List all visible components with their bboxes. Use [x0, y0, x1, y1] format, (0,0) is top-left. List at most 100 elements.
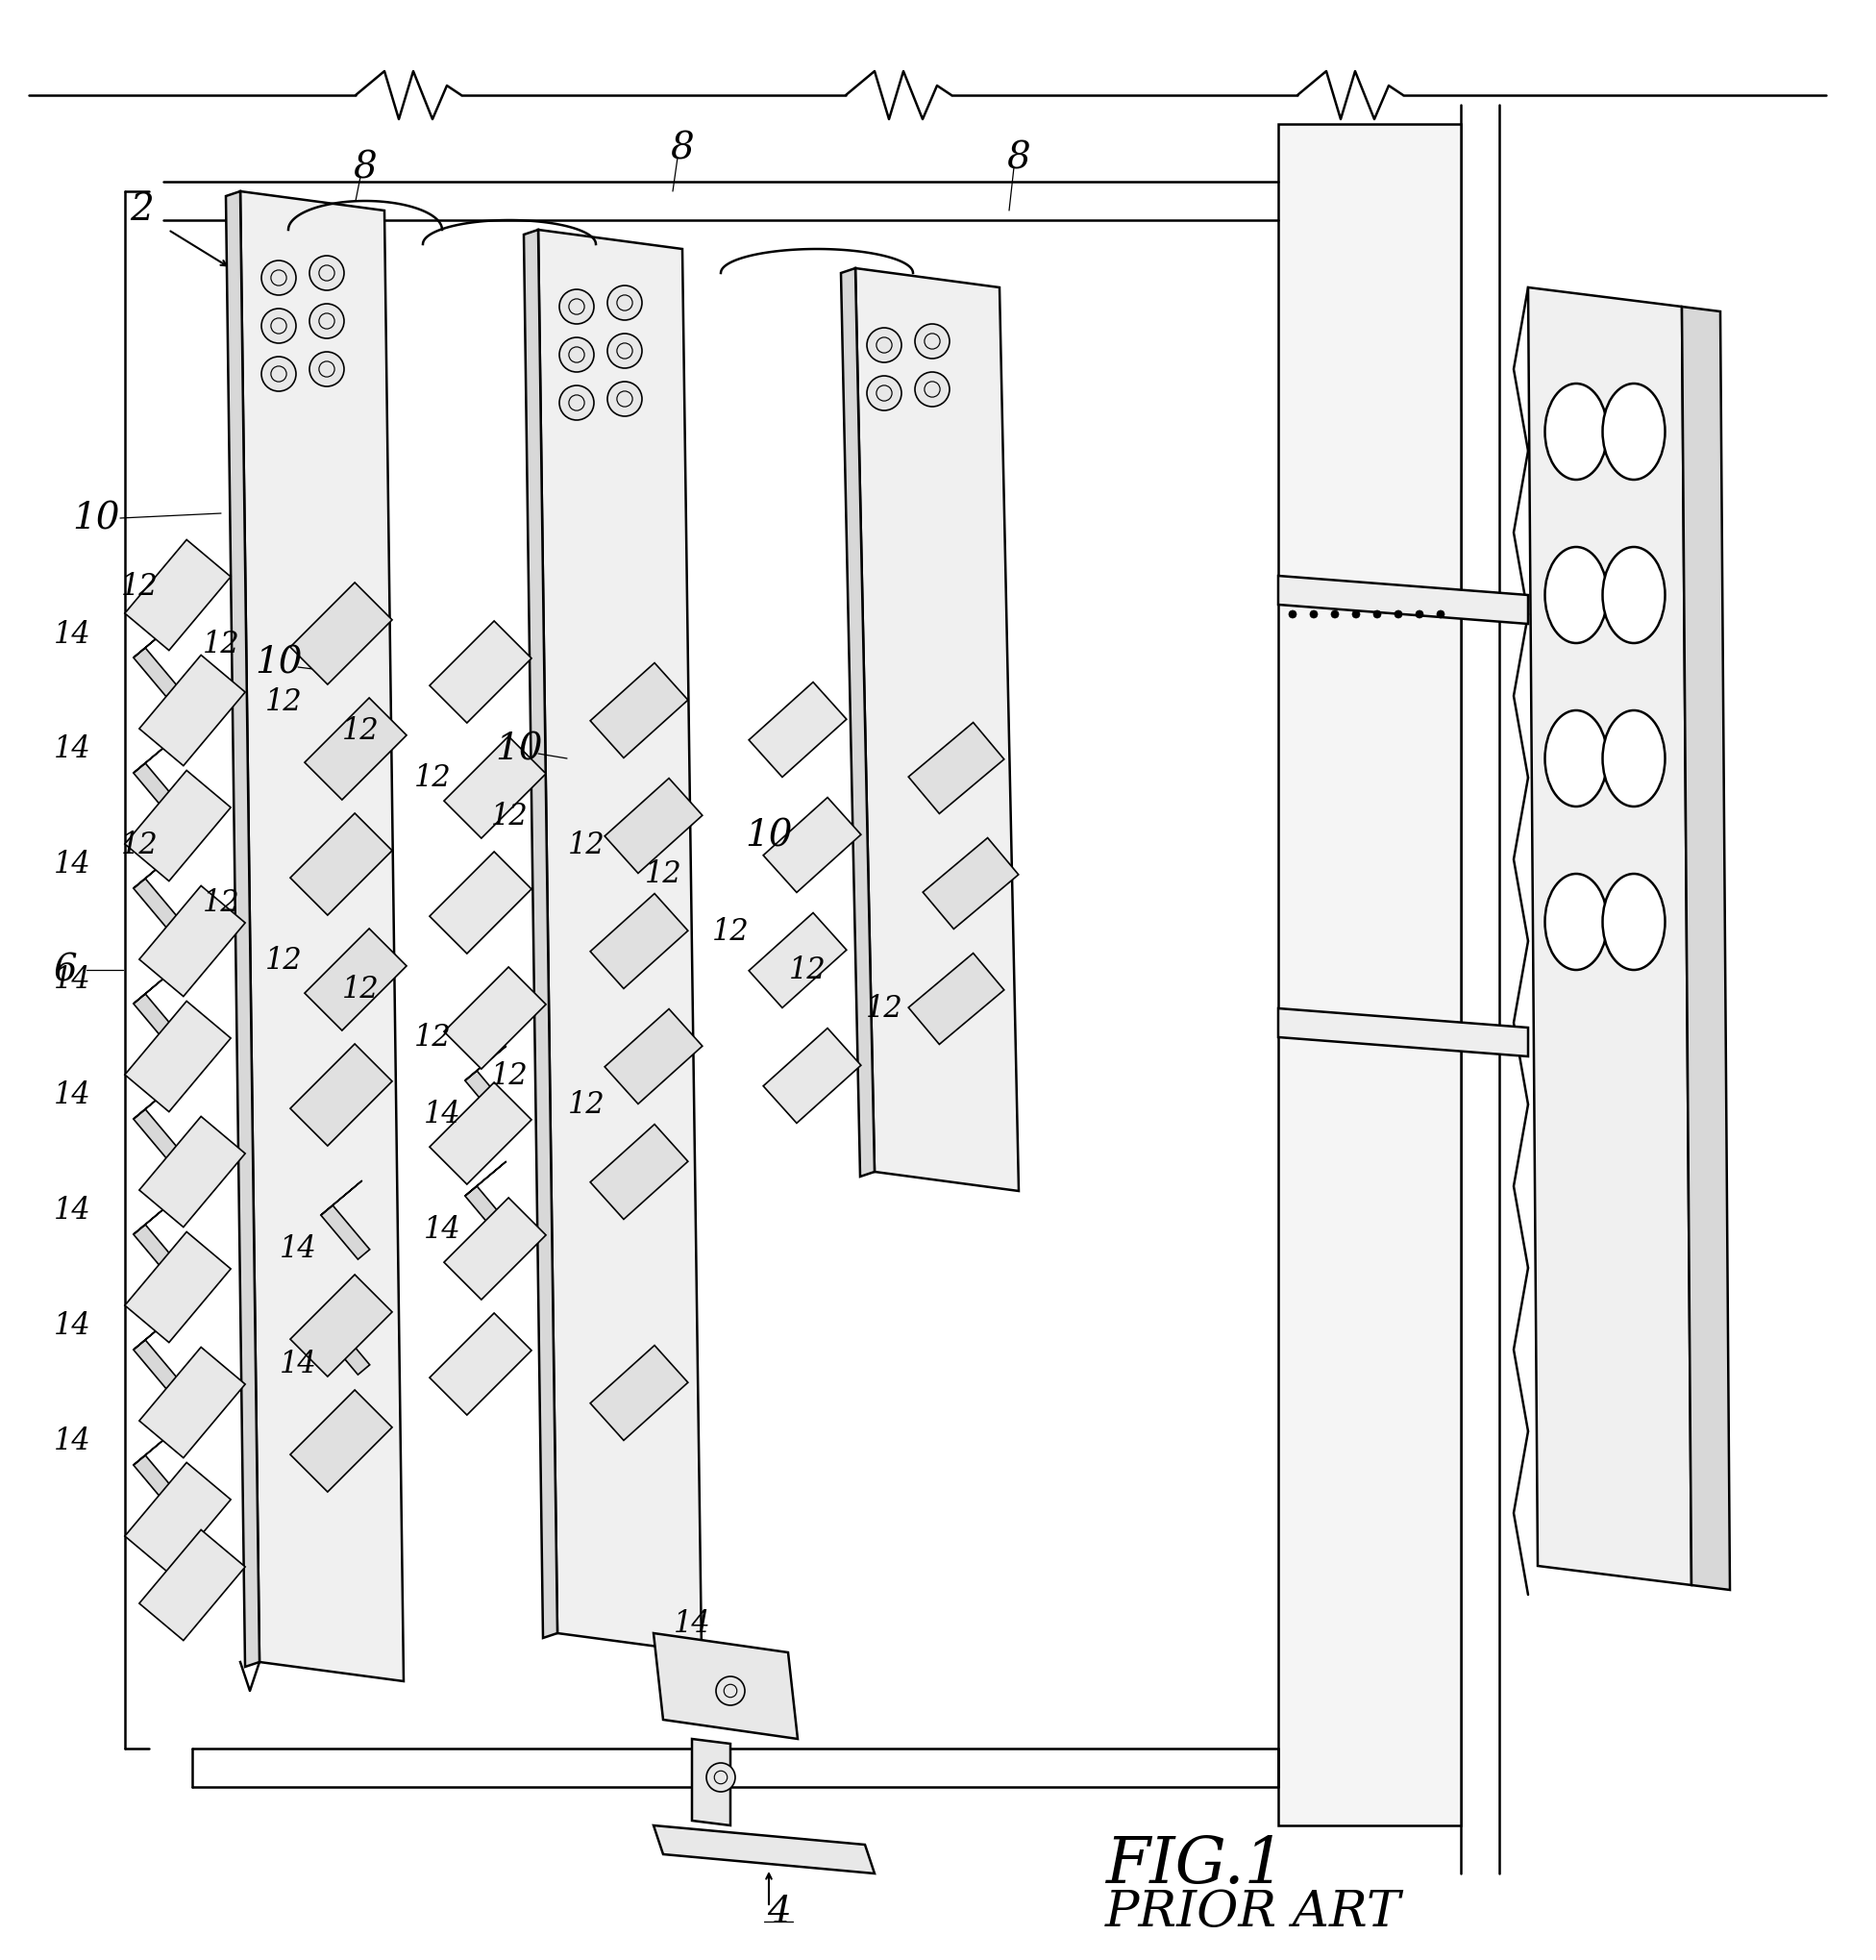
- Circle shape: [961, 976, 981, 998]
- Circle shape: [477, 798, 486, 808]
- Circle shape: [794, 1084, 803, 1094]
- Polygon shape: [133, 1200, 174, 1235]
- Polygon shape: [133, 994, 182, 1049]
- Circle shape: [323, 645, 332, 653]
- Polygon shape: [304, 929, 407, 1031]
- Polygon shape: [591, 664, 688, 759]
- Circle shape: [159, 1068, 169, 1078]
- Circle shape: [617, 392, 632, 408]
- Circle shape: [315, 1100, 338, 1121]
- Text: 12: 12: [788, 956, 825, 986]
- Polygon shape: [923, 839, 1019, 929]
- Circle shape: [159, 839, 169, 847]
- Polygon shape: [291, 1274, 392, 1376]
- Circle shape: [345, 610, 366, 631]
- Circle shape: [484, 1109, 507, 1129]
- Circle shape: [1437, 612, 1445, 619]
- Text: 10: 10: [73, 502, 120, 537]
- Circle shape: [568, 347, 585, 363]
- Circle shape: [174, 1597, 184, 1607]
- Circle shape: [154, 602, 174, 623]
- Circle shape: [330, 753, 351, 774]
- Circle shape: [619, 1401, 630, 1411]
- Circle shape: [664, 809, 673, 817]
- Polygon shape: [1683, 308, 1730, 1590]
- Circle shape: [1416, 612, 1424, 619]
- Circle shape: [499, 994, 520, 1015]
- Circle shape: [154, 1062, 174, 1084]
- Circle shape: [925, 382, 940, 398]
- Ellipse shape: [1546, 547, 1608, 643]
- Circle shape: [345, 1070, 366, 1092]
- Circle shape: [201, 1151, 210, 1160]
- Bar: [1398, 584, 1422, 600]
- Circle shape: [167, 1178, 189, 1200]
- Polygon shape: [1278, 125, 1461, 1825]
- Circle shape: [608, 382, 642, 417]
- Circle shape: [167, 717, 189, 739]
- Circle shape: [456, 676, 477, 698]
- Circle shape: [456, 1137, 477, 1158]
- Circle shape: [484, 1339, 507, 1360]
- Ellipse shape: [1546, 874, 1608, 970]
- Polygon shape: [591, 1125, 688, 1219]
- Bar: [1332, 1017, 1354, 1031]
- Polygon shape: [749, 913, 846, 1007]
- Circle shape: [568, 300, 585, 316]
- Circle shape: [195, 684, 218, 706]
- Circle shape: [649, 1154, 658, 1164]
- Polygon shape: [321, 1321, 370, 1376]
- Circle shape: [315, 1445, 338, 1466]
- Polygon shape: [764, 1029, 861, 1123]
- Circle shape: [617, 343, 632, 359]
- Circle shape: [961, 747, 981, 766]
- Circle shape: [366, 960, 375, 970]
- Polygon shape: [840, 269, 874, 1176]
- Circle shape: [936, 776, 946, 786]
- Circle shape: [649, 1376, 658, 1386]
- Circle shape: [323, 1450, 332, 1460]
- Circle shape: [261, 357, 296, 392]
- Circle shape: [801, 708, 824, 727]
- Text: 12: 12: [265, 947, 302, 976]
- Circle shape: [201, 921, 210, 929]
- Circle shape: [981, 866, 991, 876]
- Circle shape: [643, 1149, 664, 1170]
- Text: 10: 10: [255, 645, 302, 680]
- Polygon shape: [749, 682, 846, 778]
- Polygon shape: [126, 770, 231, 882]
- Circle shape: [664, 1039, 673, 1049]
- Circle shape: [951, 892, 961, 902]
- Text: 12: 12: [492, 802, 527, 831]
- Polygon shape: [430, 621, 531, 723]
- Ellipse shape: [1602, 874, 1666, 970]
- Circle shape: [182, 1260, 203, 1282]
- Polygon shape: [133, 1225, 182, 1280]
- Circle shape: [794, 855, 803, 862]
- Polygon shape: [445, 737, 546, 839]
- Circle shape: [174, 1415, 184, 1425]
- Circle shape: [568, 396, 585, 412]
- Text: 12: 12: [415, 762, 450, 794]
- Text: 14: 14: [424, 1215, 461, 1245]
- Circle shape: [345, 1415, 366, 1437]
- Circle shape: [336, 990, 345, 1000]
- Circle shape: [182, 1029, 203, 1051]
- Polygon shape: [291, 1045, 392, 1147]
- Circle shape: [816, 1053, 837, 1074]
- Circle shape: [461, 913, 471, 923]
- Polygon shape: [133, 1456, 182, 1509]
- Circle shape: [788, 849, 809, 868]
- Text: 12: 12: [341, 974, 379, 1004]
- Circle shape: [201, 1564, 210, 1574]
- Circle shape: [936, 1007, 946, 1015]
- Circle shape: [1353, 612, 1360, 619]
- Circle shape: [167, 1592, 189, 1613]
- Circle shape: [159, 608, 169, 617]
- Circle shape: [351, 1307, 360, 1315]
- Text: 2: 2: [129, 192, 154, 227]
- Circle shape: [188, 574, 197, 584]
- Circle shape: [345, 839, 366, 860]
- Circle shape: [323, 1105, 332, 1115]
- Circle shape: [195, 915, 218, 935]
